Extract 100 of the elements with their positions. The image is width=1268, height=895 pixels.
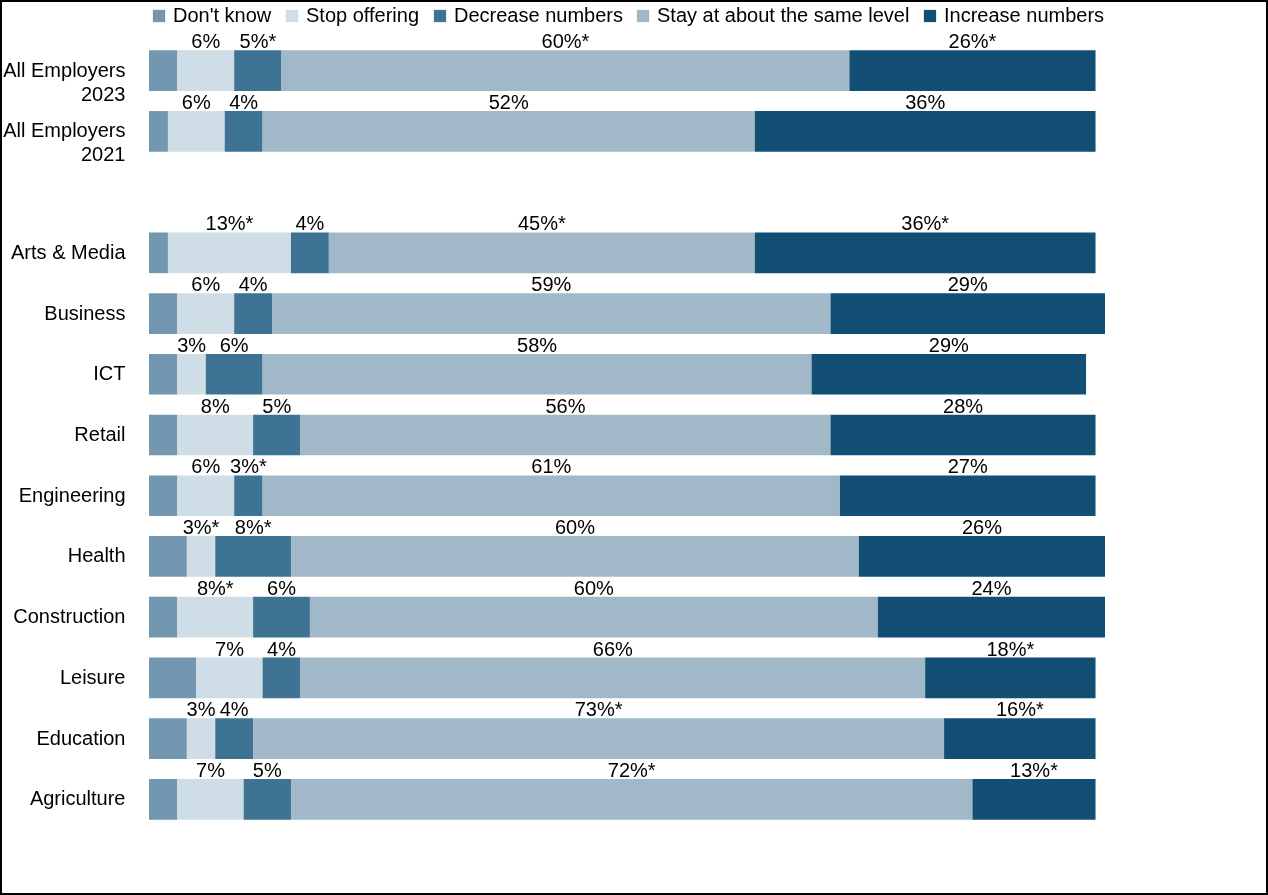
bar (149, 718, 187, 759)
y-tick-label: ICT (93, 362, 126, 385)
data-label: 26%* (948, 30, 997, 53)
bar (215, 536, 291, 577)
data-label: 18%* (986, 637, 1035, 660)
bar (149, 778, 178, 820)
bar (205, 353, 263, 395)
data-label: 36%* (901, 212, 950, 235)
data-label: 6% (267, 576, 297, 599)
data-label: 4% (238, 273, 268, 296)
bar (811, 353, 1087, 395)
data-label: 6% (219, 333, 249, 356)
data-label: 60% (554, 516, 596, 539)
bar (224, 111, 263, 152)
bar (177, 475, 235, 517)
bar (196, 657, 263, 699)
bar (839, 475, 1096, 517)
legend-label: Increase numbers (944, 4, 1105, 26)
bar (830, 414, 1096, 456)
data-label: 3%* (230, 455, 267, 478)
data-label: 59% (531, 273, 572, 296)
y-tick-label: All Employers 2021 (3, 119, 126, 166)
bar (877, 596, 1105, 638)
bar (830, 293, 1105, 334)
data-label: 5%* (239, 30, 277, 53)
bar (149, 111, 168, 152)
bar (215, 718, 254, 759)
data-label: 5% (262, 394, 292, 417)
bar (290, 778, 973, 820)
data-label: 7% (215, 637, 245, 660)
bar (253, 414, 301, 456)
y-tick-label: Health (67, 544, 126, 567)
data-label: 28% (943, 394, 984, 417)
bar (149, 353, 178, 395)
bar (858, 536, 1105, 577)
bar (972, 778, 1096, 820)
bar (944, 718, 1096, 759)
data-label: 7% (196, 758, 226, 781)
y-tick-label: Education (36, 726, 126, 749)
data-label: 36% (905, 91, 946, 114)
bar (149, 414, 178, 456)
data-label: 8%* (196, 576, 234, 599)
data-label: 13%* (1010, 758, 1059, 781)
y-tick-label: Arts & Media (11, 240, 127, 263)
bar (149, 232, 168, 274)
data-label: 52% (488, 91, 529, 114)
data-label: 66% (592, 637, 634, 660)
data-label: 73%* (574, 698, 623, 721)
bar (849, 50, 1096, 92)
data-label: 16%* (995, 698, 1044, 721)
data-label: 56% (545, 394, 586, 417)
bar (186, 536, 216, 577)
bar (167, 232, 291, 274)
bar (290, 232, 329, 274)
data-label: 29% (928, 333, 970, 356)
bar (234, 293, 273, 334)
bar (149, 293, 178, 334)
bar (309, 596, 878, 638)
bar (262, 111, 755, 152)
data-label: 4% (267, 637, 297, 660)
data-label: 58% (517, 333, 558, 356)
y-tick-label: All Employers 2023 (3, 58, 126, 105)
bar (177, 778, 244, 820)
bar (262, 475, 840, 517)
data-label: 3%* (182, 516, 220, 539)
data-label: 6% (191, 30, 221, 53)
bar (149, 536, 187, 577)
y-tick-label: Retail (74, 423, 126, 445)
data-label: 60%* (541, 30, 590, 53)
bar (253, 596, 310, 638)
bar (243, 778, 291, 820)
data-label: 24% (971, 576, 1012, 599)
y-tick-label: Leisure (59, 665, 126, 688)
bar (754, 232, 1096, 274)
bar (149, 596, 178, 638)
y-tick-label: Business (44, 301, 126, 324)
y-tick-label: Agriculture (29, 787, 126, 810)
bar (253, 718, 945, 759)
legend-label: Decrease numbers (454, 4, 623, 26)
data-label: 60% (573, 576, 615, 599)
data-label: 6% (181, 91, 211, 114)
bar (167, 111, 225, 152)
bar (149, 475, 178, 517)
data-label: 8% (200, 394, 230, 417)
data-label: 26% (961, 516, 1003, 539)
data-label: 45%* (517, 212, 566, 235)
y-tick-label: Construction (13, 605, 126, 628)
y-tick-label: Engineering (18, 483, 126, 506)
legend-label: Stay at about the same level (657, 4, 910, 26)
bar (262, 657, 301, 699)
data-label: 6% (191, 273, 221, 296)
bar (328, 232, 755, 274)
bar (177, 596, 254, 638)
bar (234, 50, 282, 92)
bar (177, 414, 254, 456)
bar (300, 657, 926, 699)
data-label: 13%* (205, 212, 254, 235)
data-label: 4% (229, 91, 259, 114)
data-label: 61% (531, 455, 572, 478)
bar (281, 50, 850, 92)
